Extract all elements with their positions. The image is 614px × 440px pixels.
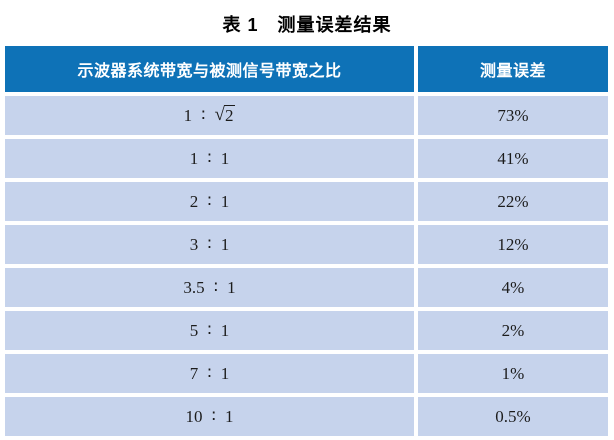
table-row: 2 ∶ 1 22%: [5, 182, 608, 221]
table-header-row: 示波器系统带宽与被测信号带宽之比 测量误差: [5, 46, 608, 92]
radical-sign-glyph: √: [214, 104, 225, 126]
ratio-left: 3: [189, 234, 199, 254]
ratio-separator: ∶: [201, 105, 206, 125]
ratio-right: 1: [220, 320, 230, 340]
ratio-left: 3.5: [183, 277, 205, 297]
ratio-left: 1: [189, 148, 199, 168]
ratio-separator: ∶: [207, 234, 212, 254]
table-row: 5 ∶ 1 2%: [5, 311, 608, 350]
ratio-right: 1: [224, 406, 234, 426]
ratio-right: 1: [220, 234, 230, 254]
ratio-separator: ∶: [207, 148, 212, 168]
ratio-right: 1: [220, 191, 230, 211]
measurement-error-table: 示波器系统带宽与被测信号带宽之比 测量误差 1 ∶ √ 2 73% 1 ∶ 1 41% 2 ∶ 1 22…: [5, 46, 608, 436]
table-row: 7 ∶ 1 1%: [5, 354, 608, 393]
header-ratio-column: 示波器系统带宽与被测信号带宽之比: [5, 46, 414, 92]
ratio-separator: ∶: [207, 191, 212, 211]
ratio-left: 2: [189, 191, 199, 211]
table-row: 10 ∶ 1 0.5%: [5, 397, 608, 436]
ratio-left: 10: [185, 406, 203, 426]
ratio-left: 5: [189, 320, 199, 340]
error-cell: 73%: [418, 96, 608, 135]
ratio-cell: 7 ∶ 1: [5, 354, 414, 393]
ratio-left: 1: [183, 105, 193, 125]
error-cell: 2%: [418, 311, 608, 350]
ratio-left: 7: [189, 363, 199, 383]
ratio-right: 1: [220, 363, 230, 383]
error-cell: 22%: [418, 182, 608, 221]
ratio-separator: ∶: [211, 406, 216, 426]
header-error-column: 测量误差: [418, 46, 608, 92]
error-cell: 4%: [418, 268, 608, 307]
table-row: 3 ∶ 1 12%: [5, 225, 608, 264]
ratio-cell: 1 ∶ √ 2: [5, 96, 414, 135]
ratio-separator: ∶: [213, 277, 219, 297]
sqrt-radical: √ 2: [215, 105, 236, 126]
error-cell: 12%: [418, 225, 608, 264]
table-caption: 表 1 测量误差结果: [222, 15, 392, 35]
ratio-separator: ∶: [207, 363, 212, 383]
error-cell: 0.5%: [418, 397, 608, 436]
table-row: 1 ∶ 1 41%: [5, 139, 608, 178]
ratio-right: 1: [227, 277, 236, 297]
ratio-cell: 10 ∶ 1: [5, 397, 414, 436]
ratio-cell: 1 ∶ 1: [5, 139, 414, 178]
table-row: 3.5 ∶ 1 4%: [5, 268, 608, 307]
ratio-cell: 2 ∶ 1: [5, 182, 414, 221]
ratio-cell: 3 ∶ 1: [5, 225, 414, 264]
ratio-right: 2: [223, 105, 236, 126]
ratio-cell: 5 ∶ 1: [5, 311, 414, 350]
error-cell: 41%: [418, 139, 608, 178]
ratio-separator: ∶: [207, 320, 212, 340]
table-row: 1 ∶ √ 2 73%: [5, 96, 608, 135]
ratio-right: 1: [220, 148, 230, 168]
error-cell: 1%: [418, 354, 608, 393]
ratio-cell: 3.5 ∶ 1: [5, 268, 414, 307]
table-body: 1 ∶ √ 2 73% 1 ∶ 1 41% 2 ∶ 1 22% 3 ∶ 1 12% 3.5 ∶ 1 4% 5 ∶ 1 2% 7 ∶ 1…: [5, 96, 608, 436]
